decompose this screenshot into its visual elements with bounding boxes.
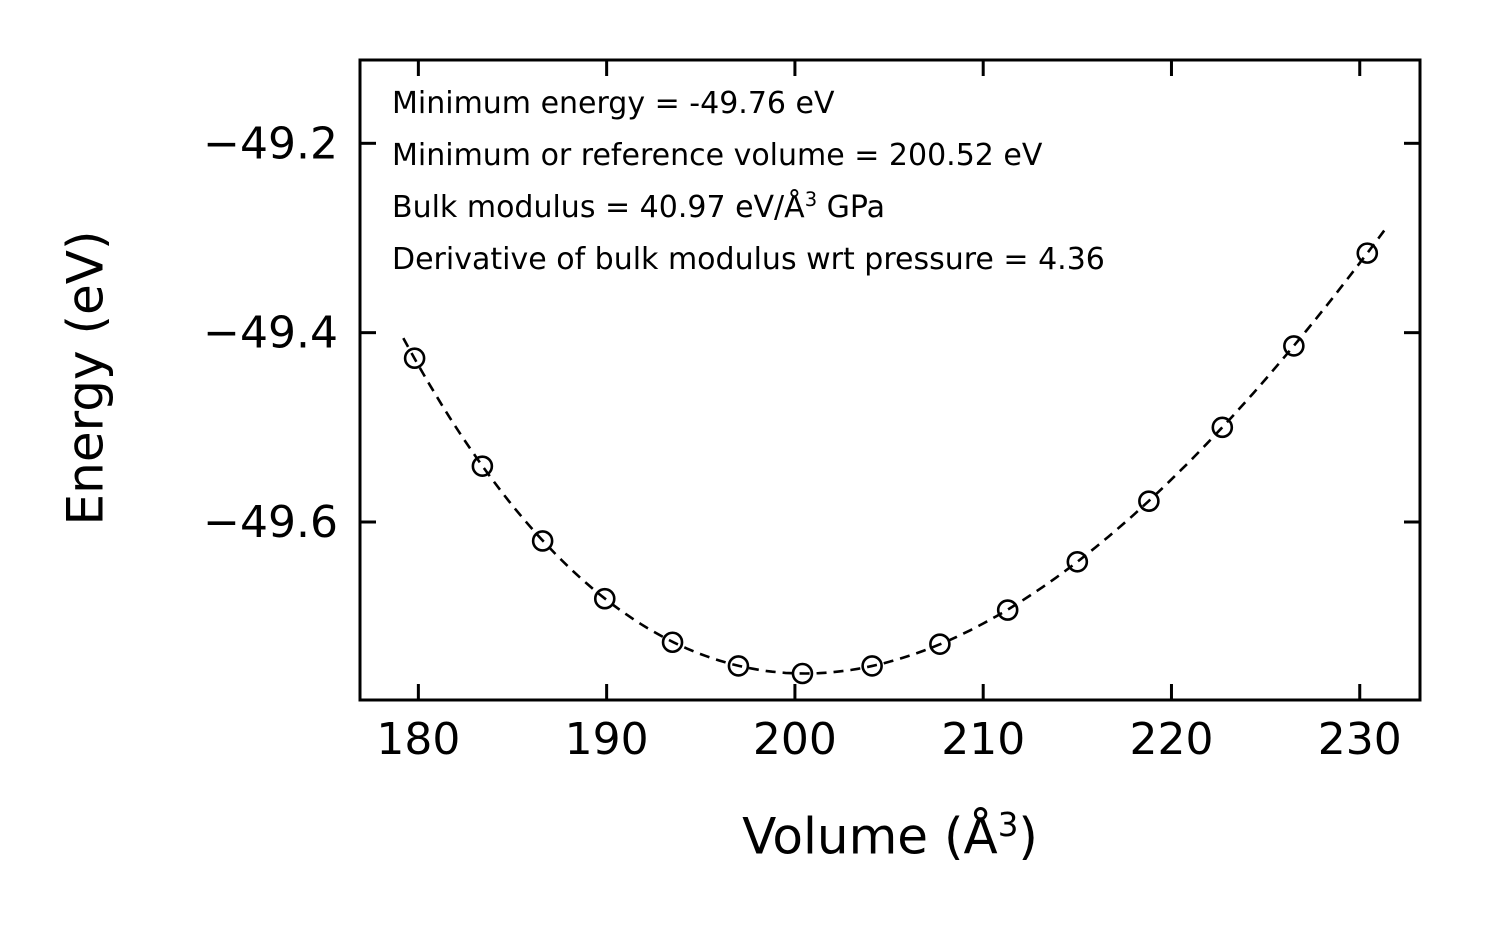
eos-fit-curve <box>402 228 1387 675</box>
data-point-marker <box>661 631 684 654</box>
data-point-marker <box>1211 416 1234 439</box>
data-point-marker <box>403 347 426 370</box>
data-point-marker <box>1356 242 1379 264</box>
data-point-marker <box>471 455 494 477</box>
text-part: Bulk modulus = 40.97 eV/Å <box>392 190 805 225</box>
text-part-sup: 3 <box>997 806 1019 844</box>
text-part-sup: 3 <box>804 188 818 211</box>
data-point-marker <box>727 655 750 677</box>
text-part: Volume (Å <box>742 807 998 866</box>
y-tick-label: −49.4 <box>203 308 338 359</box>
fit-summary-line-min-volume: Minimum or reference volume = 200.52 eV <box>392 126 1105 178</box>
fit-summary: Minimum energy = -49.76 eV Minimum or re… <box>392 74 1105 282</box>
data-point-marker <box>791 662 814 685</box>
text-part: GPa <box>817 190 886 225</box>
data-point-marker <box>929 633 951 655</box>
x-axis-label: Volume (Å3) <box>360 806 1420 866</box>
fit-summary-line-bulk-modulus: Bulk modulus = 40.97 eV/Å3 GPa <box>392 178 1105 230</box>
data-point-marker <box>861 655 883 677</box>
fit-summary-line-min-energy: Minimum energy = -49.76 eV <box>392 74 1105 126</box>
data-point-marker <box>1283 335 1305 357</box>
data-point-marker <box>1066 550 1089 573</box>
x-tick-label: 190 <box>565 714 649 765</box>
x-tick-label: 200 <box>753 714 837 765</box>
x-tick-label: 180 <box>376 714 460 765</box>
x-tick-label: 230 <box>1318 714 1402 765</box>
x-tick-label: 210 <box>941 714 1025 765</box>
data-point-marker <box>593 587 616 610</box>
text-part: ) <box>1018 807 1038 866</box>
y-tick-label: −49.6 <box>203 497 338 548</box>
text-part: Derivative of bulk modulus wrt pressure … <box>392 242 1105 277</box>
data-point-marker <box>531 530 554 552</box>
data-point-marker <box>996 599 1019 621</box>
text-part: Minimum energy = -49.76 eV <box>392 86 835 121</box>
y-tick-label: −49.2 <box>203 118 338 169</box>
x-tick-label: 220 <box>1129 714 1213 765</box>
plot-frame <box>358 58 1422 702</box>
text-part: Minimum or reference volume = 200.52 eV <box>392 138 1043 173</box>
data-point-marker <box>1138 490 1160 512</box>
fit-summary-line-b-prime: Derivative of bulk modulus wrt pressure … <box>392 230 1105 282</box>
